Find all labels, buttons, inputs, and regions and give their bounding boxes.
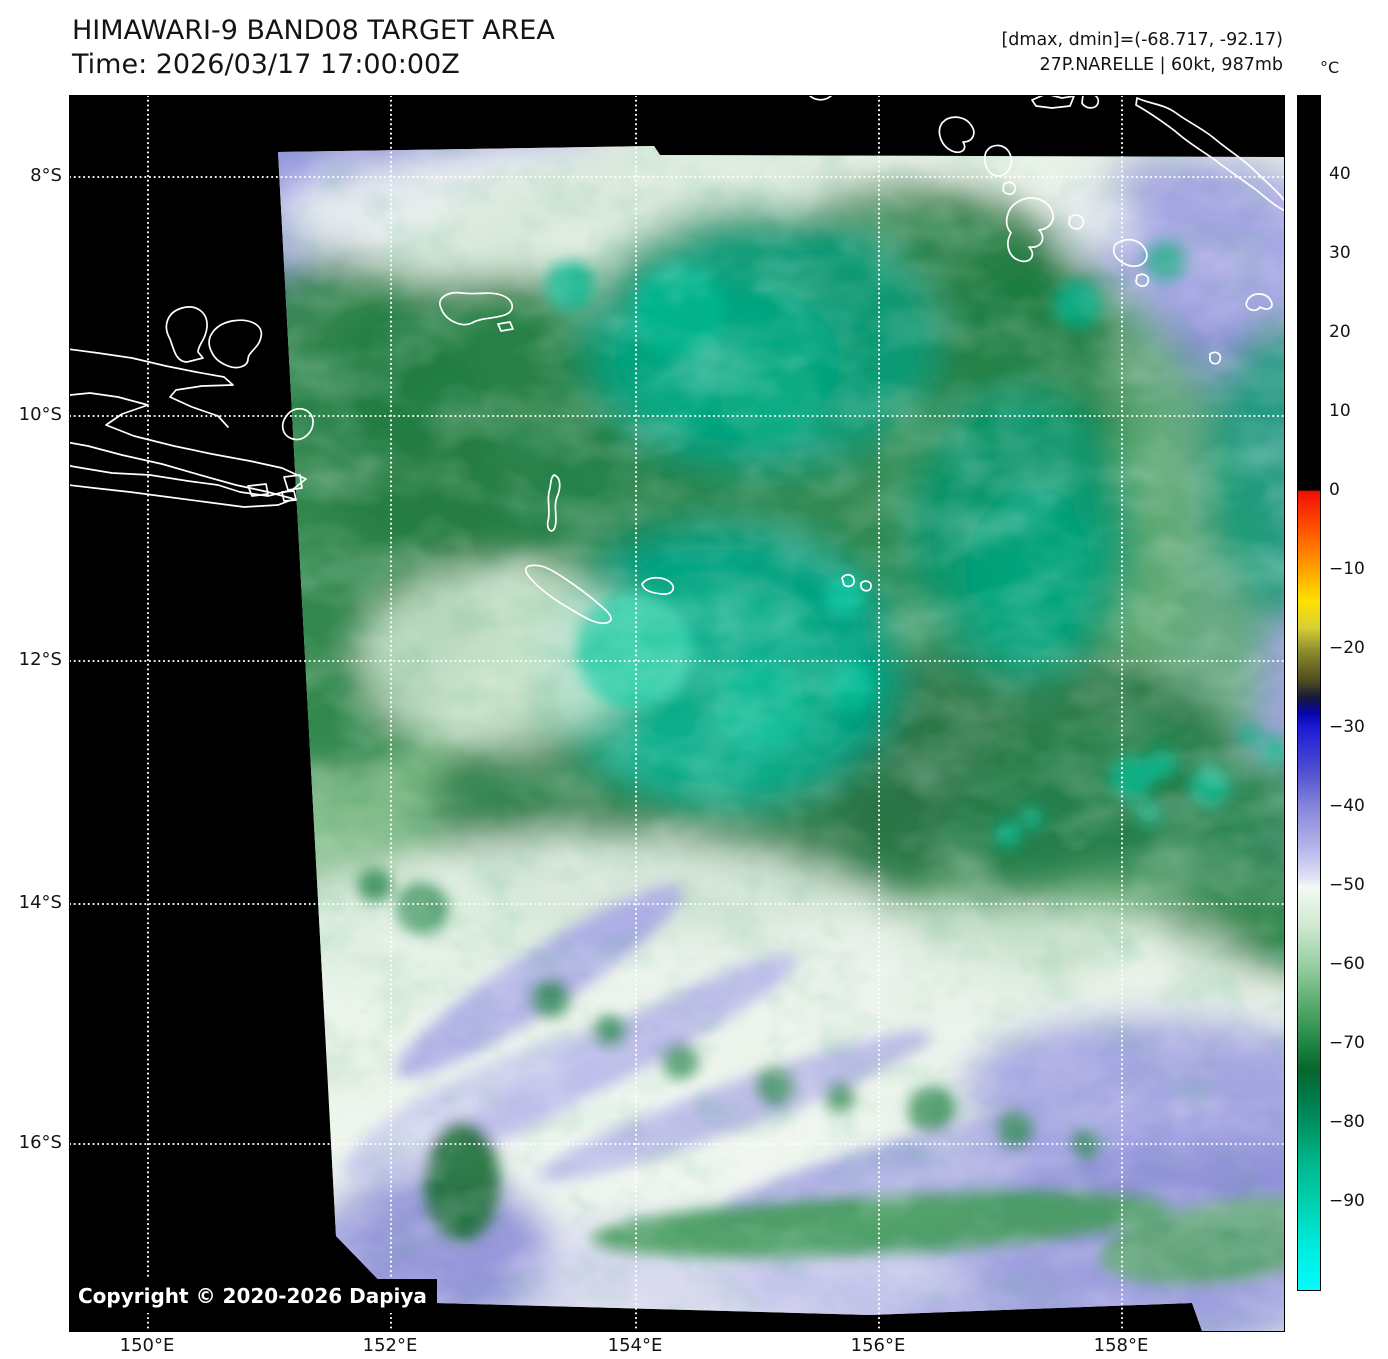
satellite-map-plot: Copyright © 2020-2026 Dapiya	[69, 95, 1285, 1332]
colorbar-tick-label: 40	[1329, 164, 1351, 184]
colorbar-tick-label: 0	[1329, 480, 1340, 500]
coastline-lihir	[1005, 197, 1085, 263]
colorbar-tick-label: −60	[1329, 954, 1365, 974]
x-tick-label: 154°E	[607, 1335, 663, 1356]
dmax-dmin-label: [dmax, dmin]=(-68.717, -92.17)	[1001, 30, 1283, 50]
colorbar-tick-label: 10	[1329, 401, 1351, 421]
coastline-new-britain-north	[70, 348, 234, 428]
timestamp-label: Time: 2026/03/17 17:00:00Z	[72, 49, 460, 80]
colorbar-tick-label: −30	[1329, 717, 1365, 737]
colorbar-tick-label: 30	[1329, 243, 1351, 263]
coastline-tanga	[1112, 238, 1150, 287]
x-tick-label: 152°E	[362, 1335, 418, 1356]
coastline-new-ireland	[1135, 97, 1284, 212]
coastline-feni	[938, 116, 975, 154]
coastline-thin-islet	[546, 474, 561, 532]
gridlines	[70, 96, 1284, 1331]
colorbar-tick-label: −20	[1329, 638, 1365, 658]
coastline-small-islands	[247, 474, 303, 502]
colorbar	[1297, 95, 1321, 1291]
copyright-label: Copyright © 2020-2026 Dapiya	[70, 1279, 437, 1313]
colorbar-gradient	[1297, 95, 1321, 1291]
colorbar-tick-label: −90	[1329, 1191, 1365, 1211]
coastlines	[70, 96, 1284, 625]
coastline-top-arc	[809, 96, 832, 101]
page-title: HIMAWARI-9 BAND08 TARGET AREA	[72, 15, 555, 46]
coastline-solomon-small	[641, 576, 675, 595]
x-tick-label: 156°E	[850, 1335, 906, 1356]
coastline-solomon-long	[524, 564, 612, 625]
colorbar-unit-label: °C	[1320, 58, 1340, 77]
coastline-se-islet	[1245, 293, 1273, 312]
coastline-e-islet	[1209, 351, 1222, 365]
coastline-tabar	[983, 144, 1017, 195]
coastline-willaumez-island	[165, 306, 208, 363]
storm-info-label: 27P.NARELLE | 60kt, 987mb	[1039, 55, 1283, 75]
coastline-new-britain-main	[70, 392, 307, 497]
y-tick-label: 16°S	[18, 1132, 62, 1153]
y-tick-label: 12°S	[18, 649, 62, 670]
coastline-ne-island	[208, 319, 263, 369]
satellite-image	[70, 96, 1284, 1331]
header-titles: HIMAWARI-9 BAND08 TARGET AREA Time: 2026…	[72, 14, 555, 82]
coastline-top-islets	[1031, 96, 1100, 109]
x-tick-label: 158°E	[1093, 1335, 1149, 1356]
colorbar-tick-label: −10	[1329, 559, 1365, 579]
header-annotations: [dmax, dmin]=(-68.717, -92.17) 27P.NAREL…	[1001, 28, 1283, 78]
colorbar-tick-label: −40	[1329, 796, 1365, 816]
colorbar-tick-label: 20	[1329, 322, 1351, 342]
coastline-heart-island	[281, 407, 314, 441]
y-tick-label: 8°S	[30, 165, 62, 186]
coastline-green-island	[439, 291, 514, 332]
y-tick-label: 14°S	[18, 892, 62, 913]
x-tick-label: 150°E	[119, 1335, 175, 1356]
coastline-tiny-pair	[841, 574, 872, 592]
y-tick-label: 10°S	[18, 404, 62, 425]
colorbar-tick-label: −50	[1329, 875, 1365, 895]
colorbar-tick-label: −80	[1329, 1112, 1365, 1132]
colorbar-tick-label: −70	[1329, 1033, 1365, 1053]
data-swath	[278, 146, 1284, 1331]
coastline-new-britain-south	[70, 441, 295, 508]
